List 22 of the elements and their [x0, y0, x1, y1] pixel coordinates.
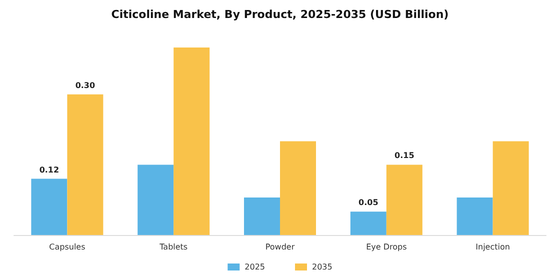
x-tick-label: Tablets [158, 242, 188, 252]
bar [386, 164, 422, 235]
legend-label: 2035 [312, 262, 332, 272]
x-tick-label: Eye Drops [366, 242, 407, 252]
bar [138, 164, 174, 235]
data-label: 0.05 [358, 198, 379, 208]
data-label: 0.30 [75, 80, 96, 90]
x-tick-label: Powder [265, 242, 296, 252]
x-tick-label: Injection [476, 242, 510, 252]
bar [67, 94, 104, 235]
bar [244, 198, 280, 235]
bar [280, 141, 316, 235]
bar [350, 212, 386, 235]
data-label: 0.15 [394, 151, 415, 160]
bar [174, 48, 210, 235]
bar [31, 178, 68, 235]
data-label: 0.12 [39, 165, 60, 174]
bar [456, 198, 493, 235]
chart-title: Citicoline Market, By Product, 2025-2035 (USD Billion) [111, 8, 449, 21]
bar [492, 141, 529, 235]
x-tick-label: Capsules [49, 242, 86, 252]
legend-label: 2025 [244, 262, 265, 272]
